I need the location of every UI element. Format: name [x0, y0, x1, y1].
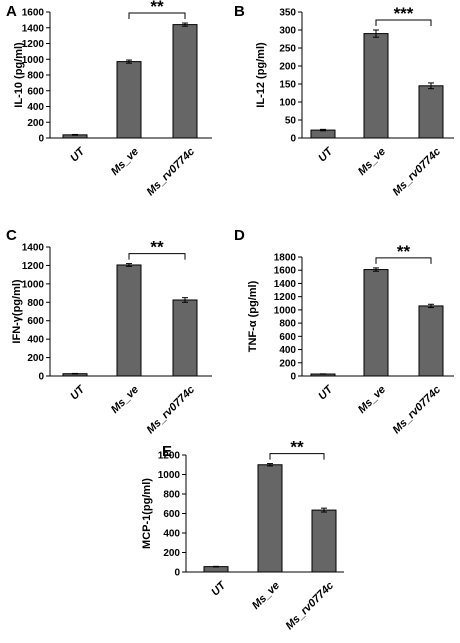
y-tick-label: 0 — [38, 372, 44, 383]
y-tick-label: 1400 — [22, 23, 45, 34]
y-tick-label: 150 — [279, 80, 296, 91]
y-tick-label: 1000 — [158, 470, 181, 481]
significance-label: *** — [394, 4, 414, 23]
significance-label: ** — [290, 438, 304, 457]
y-axis-label: IFN-γ(pg/ml) — [11, 279, 23, 343]
x-tick-label: Ms_rv0774c — [145, 384, 198, 437]
panel-letter: D — [234, 227, 245, 244]
x-tick-label: UT — [316, 145, 336, 165]
bar — [418, 305, 444, 377]
y-tick-label: 1000 — [274, 305, 297, 316]
y-tick-label: 0 — [38, 134, 44, 145]
chart-panel-d: D TNF-α (pg/ml) 0 200 400 600 800 1000 1200 1400 1… — [234, 227, 454, 436]
y-tick-label: 600 — [279, 332, 296, 343]
y-tick-label: 250 — [279, 44, 296, 55]
y-tick-label: 350 — [279, 8, 296, 19]
chart-panel-e: E MCP-1(pg/ml) 0 200 400 600 800 1000 1200 UT Ms_v… — [141, 438, 344, 633]
y-tick-label: 1200 — [22, 39, 45, 50]
panel-letter: B — [234, 3, 245, 20]
chart-panel-c: C IFN-γ(pg/ml) 0 200 400 600 800 1000 1200 1400 UT… — [6, 227, 212, 436]
bar — [363, 33, 389, 139]
y-tick-label: 400 — [163, 529, 180, 540]
x-tick-label: UT — [316, 383, 336, 403]
x-tick-label: Ms_ve — [109, 384, 141, 416]
x-tick-label: Ms_ve — [356, 384, 388, 416]
y-tick-label: 200 — [163, 548, 180, 559]
y-tick-label: 400 — [27, 102, 44, 113]
y-tick-label: 1600 — [22, 8, 45, 19]
panel-letter: C — [6, 227, 17, 244]
y-tick-label: 600 — [27, 86, 44, 97]
y-axis-label: IL-10 (pg/ml) — [13, 42, 25, 108]
y-axis-label: MCP-1(pg/ml) — [141, 478, 153, 549]
panel-letter: E — [162, 443, 172, 460]
x-tick-label: Ms_rv0774c — [391, 384, 444, 437]
x-tick-label: Ms_rv0774c — [284, 580, 337, 633]
x-tick-label: UT — [68, 145, 88, 165]
significance-bracket — [128, 12, 186, 20]
y-tick-label: 800 — [27, 298, 44, 309]
bar — [172, 24, 198, 139]
bar — [418, 85, 444, 139]
y-tick-label: 800 — [279, 319, 296, 330]
significance-bracket — [269, 453, 325, 460]
y-tick-label: 800 — [163, 490, 180, 501]
significance-bracket — [375, 19, 432, 26]
significance-bracket — [375, 257, 432, 264]
y-tick-label: 1200 — [274, 292, 297, 303]
bar — [363, 269, 389, 377]
x-tick-label: Ms_ve — [109, 146, 141, 178]
x-tick-label: Ms_ve — [250, 580, 282, 612]
bar — [116, 61, 142, 139]
y-tick-label: 1000 — [22, 55, 45, 66]
bar — [203, 566, 229, 573]
significance-bracket — [128, 253, 186, 260]
y-axis-label: IL-12 (pg/ml) — [255, 42, 267, 108]
chart-panel-a: A IL-10 (pg/ml) 0 200 400 600 800 1000 1200 1400 1… — [6, 0, 212, 198]
y-tick-label: 600 — [163, 509, 180, 520]
x-tick-label: UT — [68, 383, 88, 403]
y-tick-label: 800 — [27, 71, 44, 82]
y-tick-label: 0 — [290, 134, 296, 145]
y-tick-label: 400 — [279, 345, 296, 356]
y-axis-label: TNF-α (pg/ml) — [247, 280, 259, 352]
y-tick-label: 200 — [279, 358, 296, 369]
y-tick-label: 1000 — [22, 279, 45, 290]
significance-label: ** — [397, 242, 411, 261]
y-tick-label: 1600 — [274, 266, 297, 277]
bar — [311, 509, 337, 573]
x-tick-label: Ms_ve — [356, 146, 388, 178]
x-tick-label: Ms_rv0774c — [391, 146, 444, 199]
significance-label: ** — [150, 238, 164, 257]
y-tick-label: 300 — [279, 26, 296, 37]
y-tick-label: 200 — [279, 62, 296, 73]
y-tick-label: 1400 — [274, 279, 297, 290]
y-tick-label: 1200 — [22, 261, 45, 272]
y-tick-label: 1200 — [158, 451, 181, 462]
y-tick-label: 0 — [290, 372, 296, 383]
y-tick-label: 600 — [27, 316, 44, 327]
significance-label: ** — [150, 0, 164, 16]
bar — [172, 299, 198, 377]
y-tick-label: 200 — [27, 353, 44, 364]
y-tick-label: 50 — [285, 116, 297, 127]
y-tick-label: 0 — [174, 568, 180, 579]
y-tick-label: 1400 — [22, 243, 45, 254]
panel-letter: A — [6, 3, 17, 20]
x-tick-label: Ms_rv0774c — [145, 146, 198, 199]
y-tick-label: 200 — [27, 118, 44, 129]
bar — [257, 464, 283, 573]
y-tick-label: 1800 — [274, 253, 297, 264]
x-tick-label: UT — [209, 579, 229, 599]
y-tick-label: 100 — [279, 98, 296, 109]
bar — [116, 264, 142, 377]
y-tick-label: 400 — [27, 335, 44, 346]
chart-panel-b: B IL-12 (pg/ml) 0 50 100 150 200 250 300 350 UT Ms_… — [234, 3, 454, 198]
